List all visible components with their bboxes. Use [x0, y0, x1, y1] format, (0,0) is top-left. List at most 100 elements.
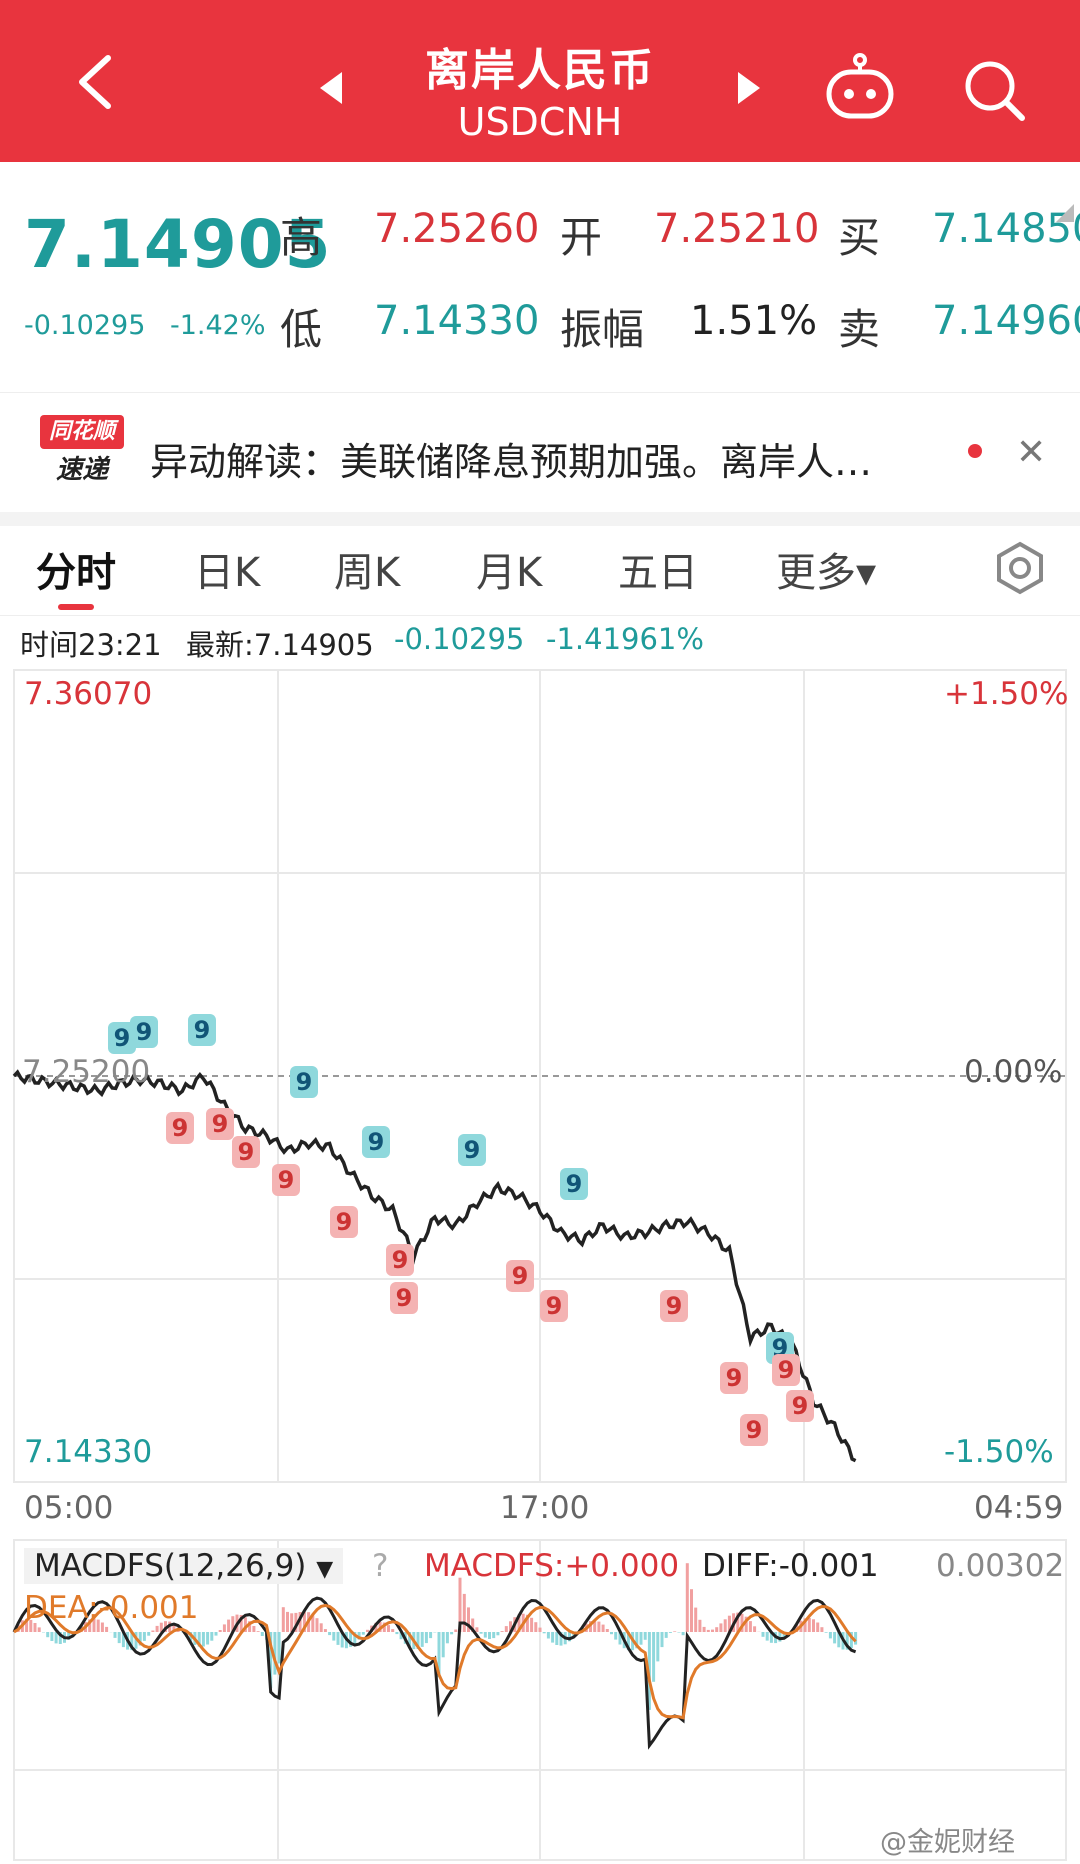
macd-bar: [471, 1618, 475, 1632]
price-line: [12, 1069, 857, 1463]
axis-mid-price: 7.25200: [22, 1054, 151, 1090]
macd-bar: [290, 1613, 294, 1632]
triangle-left-icon[interactable]: [318, 70, 344, 106]
macd-bar: [454, 1629, 458, 1632]
macd-bar: [315, 1618, 319, 1632]
news-logo-bottom: 速递: [55, 455, 108, 485]
svg-text:9: 9: [778, 1356, 795, 1384]
chevron-left-icon[interactable]: [70, 52, 130, 112]
macd-bar: [690, 1589, 693, 1632]
last-price: 7.14905: [24, 206, 332, 283]
macd-bar: [803, 1618, 807, 1632]
buy-signal-icon: 9: [130, 1016, 158, 1048]
sell-signal-icon: 9: [786, 1390, 814, 1422]
news-logo-top: 同花顺: [40, 415, 124, 449]
macd-bar: [744, 1616, 748, 1632]
axis-top-price: 7.36070: [24, 676, 153, 712]
macd-bar: [727, 1615, 731, 1632]
macd-bar: [302, 1611, 306, 1632]
macd-bar: [206, 1632, 210, 1645]
macd-bar: [54, 1632, 58, 1644]
macd-bar: [121, 1632, 125, 1648]
macd-bar: [673, 1631, 677, 1632]
svg-text:9: 9: [392, 1246, 409, 1274]
macd-bar: [357, 1632, 361, 1640]
news-headline[interactable]: 异动解读：美联储降息预期加强。离岸人…: [150, 440, 873, 484]
amplitude-label: 振幅: [560, 305, 645, 354]
macd-bar: [113, 1632, 117, 1638]
sell-signal-icon: 9: [390, 1282, 418, 1314]
macd-bar: [408, 1632, 412, 1648]
macd-bar: [130, 1632, 134, 1651]
macd-bar: [660, 1632, 664, 1648]
macd-bar: [837, 1632, 841, 1648]
axis-mid-pct: 0.00%: [964, 1054, 1063, 1090]
macd-bar: [37, 1627, 41, 1632]
settings-icon[interactable]: [990, 538, 1050, 598]
svg-text:9: 9: [172, 1114, 189, 1142]
macd-bar: [517, 1614, 521, 1632]
tab-intraday[interactable]: 分时: [36, 550, 116, 596]
tab-weekly-k[interactable]: 周K: [334, 550, 401, 596]
macd-bar: [260, 1632, 264, 1636]
macd-bar: [820, 1627, 824, 1632]
svg-text:9: 9: [114, 1024, 131, 1052]
macd-bar: [555, 1632, 559, 1645]
expand-corner-icon[interactable]: [1056, 204, 1074, 222]
svg-text:9: 9: [368, 1128, 385, 1156]
macd-bar: [698, 1619, 702, 1632]
macd-bar: [509, 1621, 512, 1632]
svg-text:9: 9: [296, 1068, 313, 1096]
macd-bar: [551, 1632, 555, 1643]
page-title: 离岸人民币: [425, 45, 655, 96]
news-bar[interactable]: 同花顺 速递 异动解读：美联储降息预期加强。离岸人…: [0, 392, 1080, 512]
macd-bar: [227, 1619, 231, 1632]
macd-bar: [197, 1632, 201, 1647]
tab-monthly-k[interactable]: 月K: [476, 550, 543, 596]
tab-more[interactable]: 更多▾: [776, 550, 877, 596]
macd-bar: [765, 1632, 769, 1641]
macd-bar: [340, 1632, 344, 1648]
triangle-right-icon[interactable]: [736, 70, 762, 106]
macdfs-value: MACDFS:+0.000: [424, 1548, 680, 1584]
robot-icon[interactable]: [824, 52, 896, 122]
macd-bar: [445, 1632, 449, 1644]
news-logo: 同花顺 速递: [40, 415, 124, 493]
buy-signal-icon: 9: [458, 1134, 486, 1166]
macd-bar: [142, 1632, 146, 1641]
search-icon[interactable]: [960, 56, 1030, 126]
sell-signal-icon: 9: [330, 1206, 358, 1238]
macd-bar: [635, 1632, 639, 1649]
macd-bar: [500, 1631, 504, 1632]
macd-bar: [626, 1632, 630, 1651]
macd-bar: [761, 1632, 765, 1637]
close-icon[interactable]: ✕: [1016, 432, 1047, 473]
macd-bar: [46, 1632, 50, 1638]
tab-daily-k[interactable]: 日K: [194, 550, 261, 596]
macd-bar: [210, 1632, 214, 1641]
svg-text:9: 9: [238, 1138, 255, 1166]
macd-bar: [33, 1623, 37, 1632]
indicator-selector[interactable]: MACDFS(12,26,9) ▼: [24, 1548, 344, 1584]
macd-bar: [387, 1625, 390, 1632]
macd-bar: [222, 1624, 226, 1632]
macd-bar: [664, 1632, 668, 1638]
svg-text:9: 9: [336, 1208, 353, 1236]
macd-bar: [214, 1632, 218, 1636]
help-icon[interactable]: ?: [372, 1548, 389, 1584]
macd-bar: [437, 1632, 441, 1678]
macd-bar: [273, 1632, 277, 1675]
axis-x-start: 05:00: [24, 1490, 114, 1526]
macd-bar: [711, 1629, 714, 1632]
intraday-chart[interactable]: 9 9 9 9 9 9 9 9 9 9 9 9 9 9 9 9 9 9 9 9 …: [0, 660, 1080, 1864]
indicator-name: MACDFS(12,26,9): [34, 1548, 307, 1584]
tab-five-day[interactable]: 五日: [618, 550, 698, 596]
buy-signal-icon: 9: [188, 1014, 216, 1046]
macd-bar: [159, 1622, 163, 1632]
sell-signal-icon: 9: [166, 1112, 194, 1144]
sell-signal-icon: 9: [740, 1414, 768, 1446]
svg-text:9: 9: [212, 1110, 229, 1138]
svg-text:9: 9: [546, 1292, 563, 1320]
macd-bar: [833, 1632, 837, 1644]
svg-text:9: 9: [666, 1292, 683, 1320]
